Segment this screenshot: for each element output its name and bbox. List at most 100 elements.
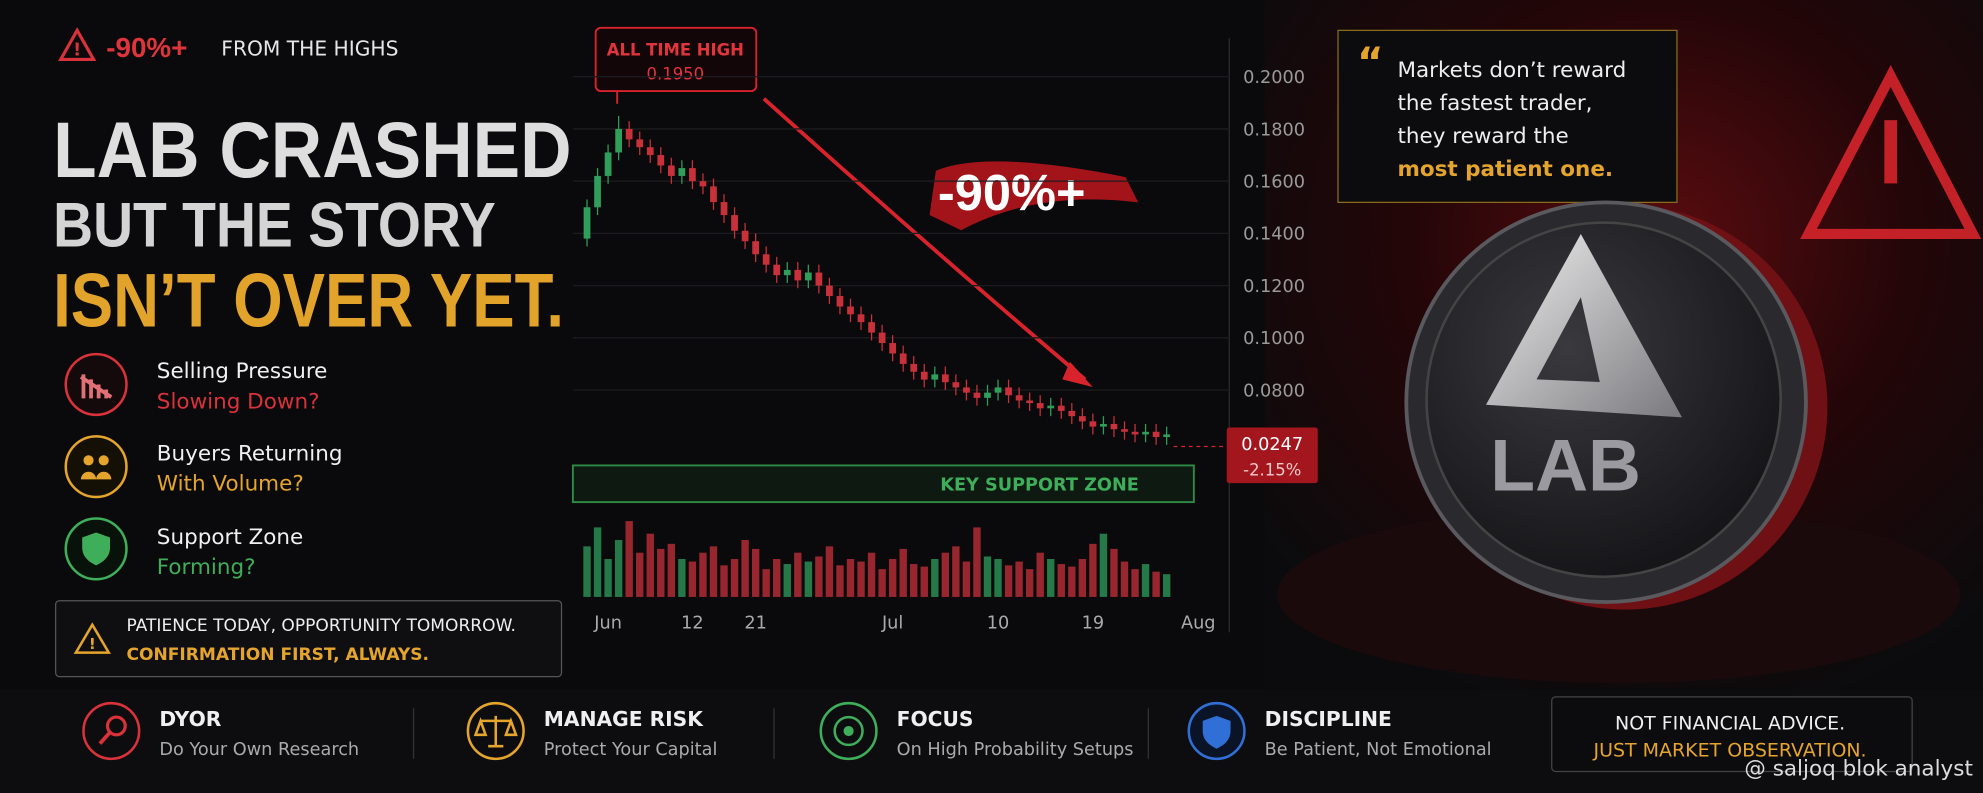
x-tick-label: 21 xyxy=(744,614,767,634)
candle-body xyxy=(1142,431,1149,435)
disclaimer-line: JUST MARKET OBSERVATION. xyxy=(1593,739,1867,761)
ath-value: 0.1950 xyxy=(647,65,705,84)
volume-bar xyxy=(1015,561,1023,597)
candle-body xyxy=(1015,395,1023,401)
candle-body xyxy=(646,147,654,156)
quote-line: Markets don’t reward xyxy=(1397,58,1626,83)
candle-body xyxy=(615,128,623,153)
y-tick-label: 0.1800 xyxy=(1243,120,1305,140)
candle-body xyxy=(1036,403,1044,409)
candle-body xyxy=(826,285,833,297)
footer-subtitle: On High Probability Setups xyxy=(897,740,1134,760)
volume-bar xyxy=(720,565,728,597)
x-tick-label: Aug xyxy=(1181,614,1216,634)
footer-subtitle: Protect Your Capital xyxy=(544,740,718,760)
volume-bar xyxy=(762,569,770,597)
candle-body xyxy=(857,314,865,323)
coin-logo xyxy=(1485,233,1683,418)
candle-body xyxy=(1068,410,1076,417)
candle-body xyxy=(689,168,696,182)
volume-bar xyxy=(857,561,865,597)
candle-body xyxy=(794,269,802,281)
candle-body xyxy=(710,186,717,203)
warning-sign xyxy=(1800,64,1982,240)
candle-body xyxy=(931,374,939,380)
candle-body xyxy=(773,264,781,276)
candle-body xyxy=(920,371,928,380)
title-line: BUT THE STORY xyxy=(53,191,496,261)
volume-bar xyxy=(1131,569,1139,597)
footer-glyph xyxy=(98,731,112,745)
candle-body xyxy=(783,269,791,276)
quote-line: most patient one. xyxy=(1397,157,1613,182)
volume-bar xyxy=(657,548,665,597)
volume-bar xyxy=(899,548,907,597)
candle-body xyxy=(952,382,960,388)
volume-bar xyxy=(941,552,950,597)
signal-icon xyxy=(64,352,128,417)
volume-bar xyxy=(604,559,612,597)
volume-bar xyxy=(888,559,897,597)
candle-body xyxy=(1152,431,1160,438)
x-tick-label: 19 xyxy=(1082,614,1105,634)
x-tick-label: 12 xyxy=(681,614,704,634)
volume-bar xyxy=(867,552,876,597)
volume-bar xyxy=(646,533,654,597)
footer-glyph xyxy=(105,715,127,737)
ath-label: ALL TIME HIGH xyxy=(607,41,744,60)
last-price: 0.0247 xyxy=(1241,435,1303,455)
footer-icon xyxy=(466,701,525,761)
volume-bar xyxy=(1047,559,1055,597)
volume-bar xyxy=(878,569,886,597)
footer-icon xyxy=(819,701,878,761)
candle-body xyxy=(984,392,991,398)
candle-body xyxy=(1121,429,1128,432)
candle-body xyxy=(815,272,823,286)
volume-bar xyxy=(910,564,918,597)
volume-bar xyxy=(678,559,686,597)
volume-bar xyxy=(741,540,749,597)
candle-body xyxy=(636,139,644,148)
volume-bar xyxy=(994,559,1002,597)
volume-bar xyxy=(625,521,633,597)
volume-bar xyxy=(973,527,981,597)
candle-body xyxy=(667,165,675,176)
drop-label: -90%+ xyxy=(938,164,1086,221)
candle-body xyxy=(762,254,770,265)
signal-glyph xyxy=(82,532,111,566)
volume-bar xyxy=(931,559,939,597)
volume-bar xyxy=(667,543,676,597)
volume-bar xyxy=(1068,566,1076,597)
volume-bar xyxy=(1141,564,1150,597)
header-tag: -90%+ xyxy=(106,32,187,63)
candle-body xyxy=(889,343,897,354)
volume-bar xyxy=(636,552,644,597)
notice-icon xyxy=(73,622,111,654)
footer-glyph xyxy=(833,715,864,747)
volume-bar xyxy=(783,564,791,597)
volume-bar xyxy=(1099,533,1108,597)
volume-bar xyxy=(1152,571,1160,597)
signal-glyph xyxy=(80,471,112,480)
candle-body xyxy=(1110,423,1118,430)
signal-subtitle: Forming? xyxy=(157,555,256,580)
volume-bar xyxy=(1110,548,1118,597)
candle-body xyxy=(752,241,760,255)
candle-body xyxy=(847,306,854,315)
candle-body xyxy=(899,353,907,364)
warning-icon xyxy=(57,27,97,62)
candle-body xyxy=(731,215,738,231)
footer-glyph xyxy=(473,715,518,748)
footer-title: MANAGE RISK xyxy=(544,707,704,731)
volume-bar xyxy=(1004,565,1013,597)
signal-title: Support Zone xyxy=(157,525,303,550)
footer-subtitle: Do Your Own Research xyxy=(159,740,359,760)
volume-bar xyxy=(583,546,591,597)
volume-bar xyxy=(920,566,928,597)
candle-body xyxy=(1089,421,1097,427)
last-price-box xyxy=(1226,427,1318,484)
footer-icon xyxy=(82,701,141,761)
quote-mark: “ xyxy=(1357,38,1384,86)
signal-glyph xyxy=(83,455,94,466)
disclaimer-box xyxy=(1551,696,1913,773)
